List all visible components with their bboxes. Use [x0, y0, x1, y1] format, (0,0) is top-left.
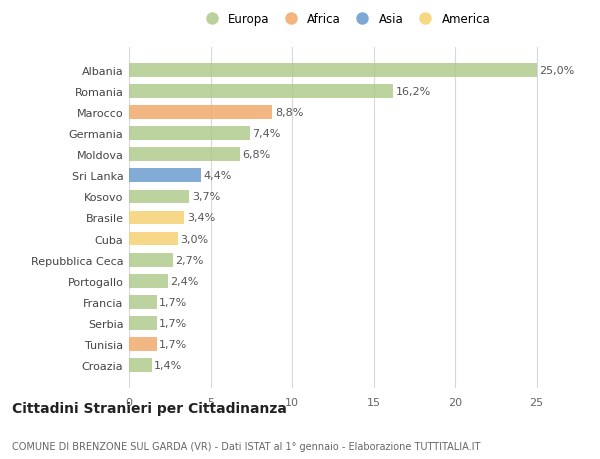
Text: 3,4%: 3,4% [187, 213, 215, 223]
Bar [129, 106, 272, 119]
Text: 1,4%: 1,4% [154, 361, 182, 370]
Bar [129, 211, 184, 225]
Text: 1,7%: 1,7% [159, 297, 187, 308]
Text: 2,4%: 2,4% [170, 276, 199, 286]
Text: 6,8%: 6,8% [242, 150, 271, 160]
Bar [129, 169, 201, 183]
Bar [129, 253, 173, 267]
Text: Cittadini Stranieri per Cittadinanza: Cittadini Stranieri per Cittadinanza [12, 402, 287, 415]
Bar [129, 232, 178, 246]
Text: 1,7%: 1,7% [159, 319, 187, 328]
Text: 3,0%: 3,0% [181, 234, 208, 244]
Text: 16,2%: 16,2% [395, 87, 431, 96]
Bar [129, 190, 190, 204]
Text: 4,4%: 4,4% [203, 171, 232, 181]
Bar [129, 317, 157, 330]
Text: 7,4%: 7,4% [252, 129, 280, 139]
Text: 1,7%: 1,7% [159, 340, 187, 349]
Bar [129, 85, 393, 98]
Bar [129, 127, 250, 140]
Bar [129, 64, 536, 77]
Text: 3,7%: 3,7% [192, 192, 220, 202]
Bar [129, 359, 152, 372]
Text: 25,0%: 25,0% [539, 66, 574, 75]
Legend: Europa, Africa, Asia, America: Europa, Africa, Asia, America [196, 10, 494, 30]
Text: 2,7%: 2,7% [175, 255, 204, 265]
Bar [129, 148, 240, 162]
Text: 8,8%: 8,8% [275, 108, 303, 118]
Text: COMUNE DI BRENZONE SUL GARDA (VR) - Dati ISTAT al 1° gennaio - Elaborazione TUTT: COMUNE DI BRENZONE SUL GARDA (VR) - Dati… [12, 441, 481, 451]
Bar [129, 274, 168, 288]
Bar [129, 338, 157, 351]
Bar [129, 296, 157, 309]
